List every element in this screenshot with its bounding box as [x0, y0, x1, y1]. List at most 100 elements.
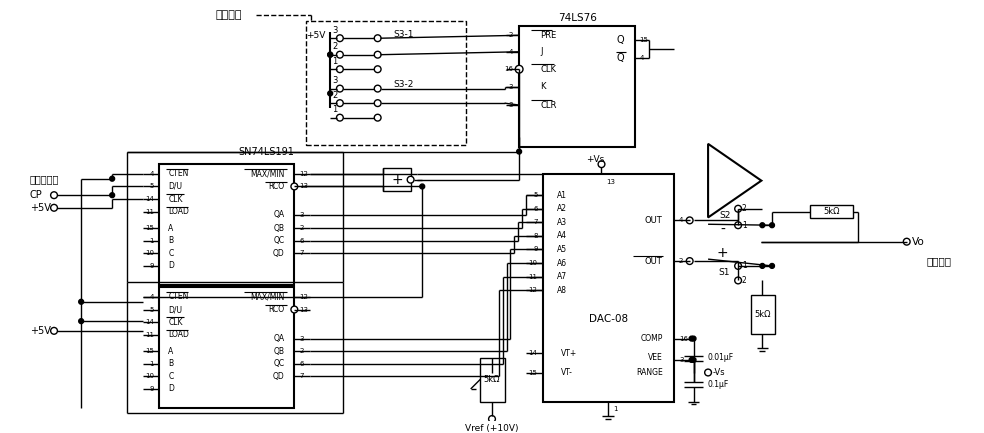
Text: 11: 11: [145, 209, 154, 215]
Text: 6: 6: [533, 206, 537, 212]
Text: 15: 15: [145, 348, 154, 354]
Text: 8: 8: [533, 233, 537, 239]
Circle shape: [705, 369, 711, 376]
Text: QB: QB: [274, 223, 284, 233]
Circle shape: [735, 277, 742, 284]
Text: B: B: [168, 359, 173, 368]
Text: Q: Q: [616, 52, 624, 63]
Text: 5kΩ: 5kΩ: [754, 310, 770, 319]
Circle shape: [735, 205, 742, 212]
Circle shape: [686, 258, 693, 265]
Text: 1: 1: [613, 406, 618, 412]
Text: A5: A5: [557, 245, 567, 254]
Text: 3: 3: [299, 212, 304, 217]
Text: +Vs: +Vs: [585, 155, 604, 164]
Circle shape: [374, 85, 381, 92]
Text: 2: 2: [333, 42, 338, 52]
Text: S3-1: S3-1: [394, 30, 413, 39]
Text: QA: QA: [274, 210, 284, 219]
Circle shape: [337, 114, 343, 121]
Text: 1: 1: [150, 361, 154, 367]
Text: A2: A2: [557, 204, 567, 213]
Text: CP: CP: [30, 190, 42, 200]
Bar: [306, 21, 465, 145]
Text: 14: 14: [145, 319, 154, 325]
Text: A8: A8: [557, 286, 567, 294]
Text: PRE: PRE: [540, 31, 557, 40]
Text: 7: 7: [299, 250, 304, 256]
Text: 16: 16: [505, 66, 514, 72]
Text: 7: 7: [533, 219, 537, 225]
Text: D/U: D/U: [168, 305, 182, 314]
Text: 74LS76: 74LS76: [558, 13, 596, 23]
Text: 1: 1: [150, 238, 154, 244]
Text: Vref (+10V): Vref (+10V): [465, 424, 519, 433]
Text: S1: S1: [719, 268, 730, 277]
Text: 0.1µF: 0.1µF: [707, 380, 728, 389]
Circle shape: [79, 299, 84, 304]
Circle shape: [489, 416, 495, 423]
Text: +5V: +5V: [30, 326, 51, 336]
Text: RCO: RCO: [269, 305, 284, 314]
Text: 5kΩ: 5kΩ: [823, 207, 839, 216]
Text: K: K: [540, 82, 546, 91]
Text: 波形输出: 波形输出: [926, 256, 952, 266]
Text: C: C: [168, 372, 173, 381]
Text: 15: 15: [640, 37, 648, 43]
Circle shape: [337, 100, 343, 107]
Circle shape: [769, 223, 774, 228]
Text: 9: 9: [533, 246, 537, 252]
Circle shape: [337, 35, 343, 42]
Text: 12: 12: [528, 287, 537, 293]
Circle shape: [516, 65, 523, 73]
Text: QD: QD: [273, 372, 284, 381]
Bar: [480, 358, 505, 401]
Text: VT-: VT-: [561, 368, 573, 377]
Text: RCO: RCO: [269, 182, 284, 191]
Text: LOAD: LOAD: [168, 207, 189, 216]
Circle shape: [110, 176, 114, 181]
Text: CLR: CLR: [540, 100, 557, 110]
Circle shape: [50, 192, 57, 199]
Text: COMP: COMP: [641, 334, 662, 343]
Text: 9: 9: [150, 263, 154, 269]
Circle shape: [691, 336, 696, 341]
Text: 3: 3: [509, 102, 514, 108]
Text: 10: 10: [145, 373, 154, 379]
Circle shape: [769, 264, 774, 268]
Text: 3: 3: [299, 336, 304, 342]
Circle shape: [337, 51, 343, 58]
Circle shape: [328, 52, 333, 57]
Bar: [751, 295, 775, 334]
Text: CTEN: CTEN: [168, 292, 189, 301]
Text: 5: 5: [533, 192, 537, 198]
Text: 4: 4: [150, 171, 154, 177]
Text: RANGE: RANGE: [636, 368, 662, 377]
Circle shape: [689, 358, 694, 362]
Circle shape: [337, 66, 343, 73]
Text: QC: QC: [274, 236, 284, 245]
Text: A: A: [168, 347, 173, 355]
Text: D: D: [168, 262, 174, 271]
Circle shape: [50, 327, 57, 334]
Text: 2: 2: [333, 91, 338, 100]
Text: 14: 14: [145, 196, 154, 202]
Text: CTEN: CTEN: [168, 169, 189, 178]
Circle shape: [291, 306, 298, 313]
Text: 15: 15: [145, 225, 154, 231]
Text: 13: 13: [606, 179, 615, 184]
Bar: [810, 205, 853, 218]
Text: QA: QA: [274, 334, 284, 343]
Text: 13: 13: [299, 184, 308, 190]
Text: 0.01µF: 0.01µF: [707, 353, 733, 362]
Text: 5: 5: [150, 184, 154, 190]
Text: A6: A6: [557, 259, 567, 268]
Text: 14: 14: [528, 350, 537, 356]
Circle shape: [903, 238, 910, 245]
Text: 1: 1: [742, 262, 747, 271]
Text: 13: 13: [299, 307, 308, 313]
Text: 2: 2: [679, 258, 683, 264]
Text: 时钟输入人: 时钟输入人: [30, 174, 59, 184]
Text: DAC-08: DAC-08: [588, 314, 628, 324]
Text: A3: A3: [557, 218, 567, 227]
